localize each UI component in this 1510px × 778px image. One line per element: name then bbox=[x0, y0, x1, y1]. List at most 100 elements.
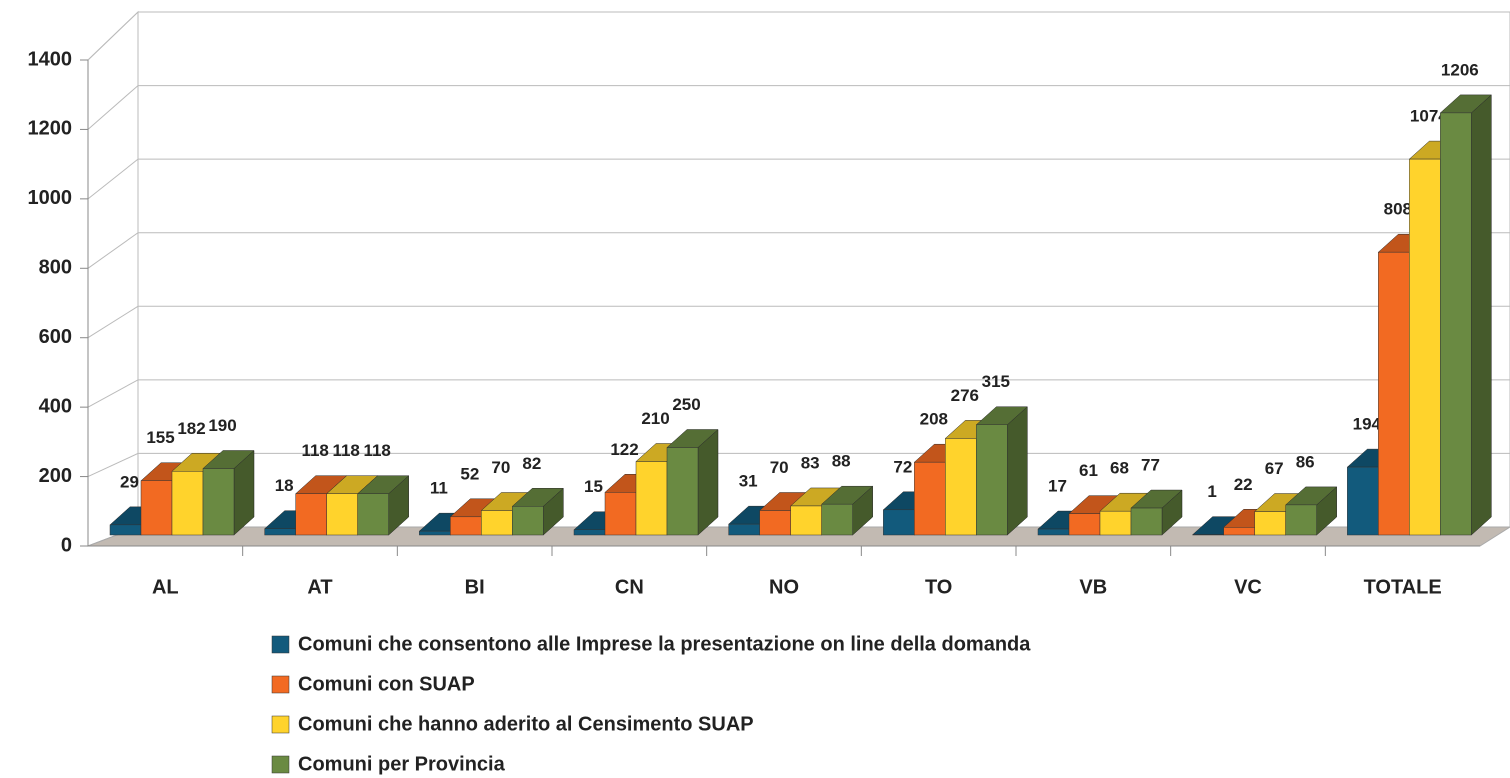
bar-front bbox=[295, 493, 327, 536]
value-label: 15 bbox=[584, 477, 603, 496]
bar-front bbox=[1409, 158, 1441, 536]
value-label: 250 bbox=[672, 395, 700, 414]
bar-front bbox=[1068, 513, 1101, 536]
bar-front bbox=[171, 471, 204, 536]
value-label: 118 bbox=[363, 441, 390, 460]
value-label: 210 bbox=[641, 409, 669, 428]
bar bbox=[666, 428, 719, 536]
bar-side bbox=[1471, 94, 1492, 536]
bar-front bbox=[1130, 507, 1163, 536]
legend-swatch bbox=[271, 635, 290, 654]
x-tick-label: AT bbox=[307, 576, 332, 598]
x-tick-label: TO bbox=[925, 576, 952, 598]
value-label: 11 bbox=[430, 479, 448, 498]
y-tick-label: 400 bbox=[39, 395, 72, 417]
bar-front bbox=[109, 524, 142, 536]
x-tick-label: TOTALE bbox=[1364, 576, 1442, 598]
value-label: 18 bbox=[275, 476, 294, 495]
bar bbox=[511, 487, 564, 536]
bar-front bbox=[728, 523, 760, 536]
value-label: 70 bbox=[770, 458, 789, 477]
grid-line bbox=[87, 305, 1510, 339]
back-wall bbox=[137, 11, 1510, 528]
bar-front bbox=[419, 530, 451, 536]
bar-front bbox=[976, 424, 1008, 536]
bar-front bbox=[604, 492, 637, 536]
value-label: 155 bbox=[146, 428, 174, 447]
value-label: 72 bbox=[893, 457, 912, 476]
y-tick-label: 1400 bbox=[28, 48, 73, 70]
bar-side bbox=[1007, 406, 1028, 536]
value-label: 70 bbox=[491, 458, 510, 477]
value-label: 17 bbox=[1048, 477, 1067, 496]
value-label: 22 bbox=[1234, 475, 1253, 494]
bar-front bbox=[140, 480, 173, 536]
value-label: 29 bbox=[120, 472, 139, 491]
y-tick-label: 1000 bbox=[28, 187, 73, 209]
bar-front bbox=[1440, 112, 1472, 536]
bar-front bbox=[1378, 251, 1410, 536]
value-label: 118 bbox=[332, 441, 359, 460]
grid-line bbox=[87, 11, 1510, 61]
y-tick-label: 1200 bbox=[28, 118, 73, 140]
bar-front bbox=[759, 510, 791, 536]
value-label: 1 bbox=[1207, 482, 1216, 501]
value-label: 68 bbox=[1110, 459, 1129, 478]
bar-front bbox=[481, 510, 513, 536]
grid-line bbox=[87, 452, 1510, 478]
value-label: 82 bbox=[522, 454, 541, 473]
legend-swatch bbox=[271, 715, 290, 734]
x-tick-label: VC bbox=[1234, 576, 1262, 598]
grid-line bbox=[87, 85, 1510, 130]
bar-front bbox=[1285, 504, 1317, 536]
grid-line bbox=[87, 158, 1510, 200]
legend-label: Comuni per Provincia bbox=[298, 753, 506, 775]
bar-front bbox=[790, 505, 822, 536]
x-tick-label: AL bbox=[152, 576, 179, 598]
value-label: 276 bbox=[951, 386, 979, 405]
value-label: 77 bbox=[1141, 456, 1160, 475]
value-label: 182 bbox=[177, 419, 205, 438]
bar-front bbox=[666, 447, 699, 536]
legend-swatch bbox=[271, 755, 290, 774]
bar-front bbox=[1223, 527, 1255, 536]
bar bbox=[1439, 94, 1492, 536]
x-tick-label: VB bbox=[1079, 576, 1107, 598]
bar-side bbox=[697, 428, 719, 536]
bar bbox=[1130, 489, 1183, 536]
value-label: 190 bbox=[208, 416, 236, 435]
value-label: 122 bbox=[610, 440, 638, 459]
value-label: 808 bbox=[1384, 200, 1412, 219]
bar-front bbox=[573, 529, 606, 536]
bar-front bbox=[450, 516, 482, 536]
bar-front bbox=[883, 509, 915, 536]
value-label: 61 bbox=[1079, 461, 1098, 480]
bar-front bbox=[945, 438, 977, 536]
bar-front bbox=[1099, 510, 1132, 536]
value-label: 1206 bbox=[1441, 60, 1479, 79]
bar-front bbox=[326, 493, 358, 536]
legend-swatch bbox=[271, 675, 290, 694]
value-label: 88 bbox=[832, 452, 851, 471]
value-label: 31 bbox=[739, 472, 758, 491]
x-tick-label: BI bbox=[465, 576, 485, 598]
y-tick-label: 600 bbox=[39, 326, 72, 348]
bar bbox=[821, 485, 874, 536]
value-label: 52 bbox=[460, 464, 479, 483]
bar-front bbox=[1254, 511, 1286, 536]
legend-label: Comuni che consentono alle Imprese la pr… bbox=[298, 633, 1031, 655]
value-label: 194 bbox=[1353, 415, 1382, 434]
x-tick-label: CN bbox=[615, 576, 644, 598]
y-tick-label: 0 bbox=[61, 534, 72, 556]
bar bbox=[635, 442, 688, 536]
value-label: 315 bbox=[982, 372, 1010, 391]
bar bbox=[1285, 486, 1338, 536]
x-tick-label: NO bbox=[769, 576, 799, 598]
bar-front bbox=[512, 506, 544, 536]
value-label: 208 bbox=[920, 410, 948, 429]
value-label: 1074 bbox=[1410, 107, 1448, 126]
bar-front bbox=[202, 468, 235, 536]
bar bbox=[975, 406, 1028, 536]
value-label: 86 bbox=[1296, 452, 1315, 471]
